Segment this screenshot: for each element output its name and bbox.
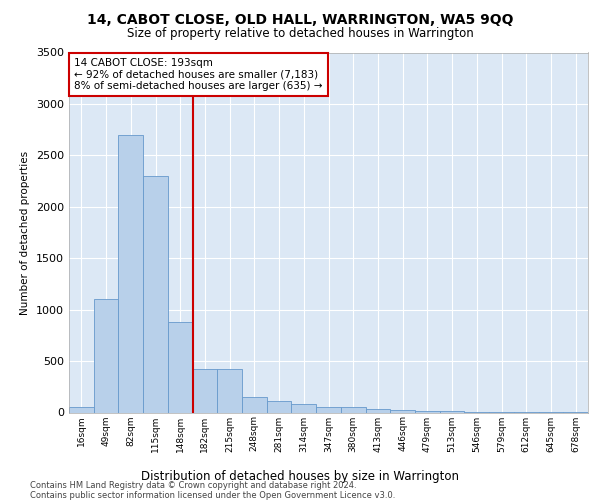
Bar bbox=[316, 407, 341, 412]
Bar bbox=[341, 408, 365, 412]
Text: Distribution of detached houses by size in Warrington: Distribution of detached houses by size … bbox=[141, 470, 459, 483]
Text: Contains public sector information licensed under the Open Government Licence v3: Contains public sector information licen… bbox=[30, 491, 395, 500]
Bar bbox=[94, 300, 118, 412]
Bar bbox=[193, 370, 217, 412]
Bar bbox=[118, 135, 143, 412]
Bar bbox=[292, 404, 316, 412]
Bar bbox=[390, 410, 415, 412]
Bar bbox=[168, 322, 193, 412]
Text: 14 CABOT CLOSE: 193sqm
← 92% of detached houses are smaller (7,183)
8% of semi-d: 14 CABOT CLOSE: 193sqm ← 92% of detached… bbox=[74, 58, 323, 91]
Bar bbox=[415, 411, 440, 412]
Text: 14, CABOT CLOSE, OLD HALL, WARRINGTON, WA5 9QQ: 14, CABOT CLOSE, OLD HALL, WARRINGTON, W… bbox=[87, 12, 513, 26]
Bar bbox=[242, 396, 267, 412]
Text: Contains HM Land Registry data © Crown copyright and database right 2024.: Contains HM Land Registry data © Crown c… bbox=[30, 481, 356, 490]
Text: Size of property relative to detached houses in Warrington: Size of property relative to detached ho… bbox=[127, 28, 473, 40]
Bar bbox=[217, 370, 242, 412]
Bar bbox=[143, 176, 168, 412]
Bar bbox=[69, 408, 94, 412]
Bar bbox=[365, 410, 390, 412]
Y-axis label: Number of detached properties: Number of detached properties bbox=[20, 150, 31, 314]
Bar bbox=[267, 400, 292, 412]
